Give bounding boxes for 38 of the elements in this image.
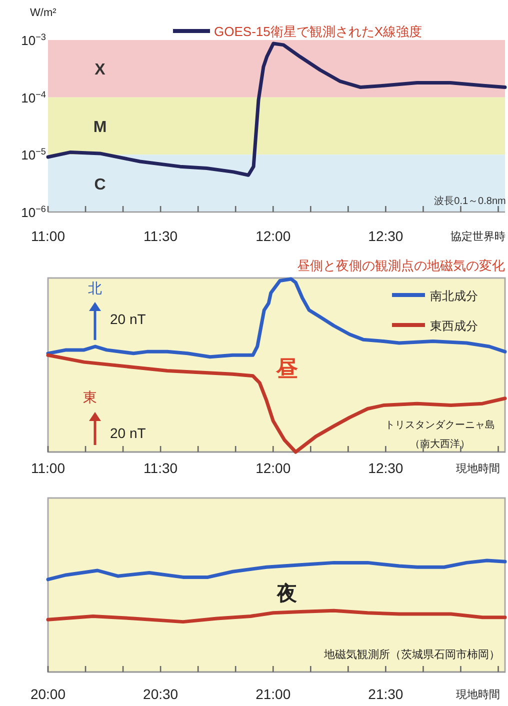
x-axis-title: 現地時間 [456, 462, 500, 475]
line-series [46, 42, 507, 177]
x-tick-label: 12:30 [368, 228, 404, 244]
annotation: 昼 [275, 356, 298, 381]
x-tick-label: 12:00 [256, 460, 291, 476]
legend-label: 南北成分 [430, 289, 478, 303]
band-label: X [94, 62, 106, 79]
x-tick-label: 11:00 [31, 460, 66, 476]
legend-label: 東西成分 [430, 319, 478, 333]
annotation: （南大西洋） [410, 438, 470, 450]
x-tick-label: 11:30 [144, 460, 178, 476]
x-tick-label: 12:00 [256, 228, 291, 244]
x-axis-title: 協定世界時 [450, 230, 506, 243]
annotation: 20 nT [110, 311, 146, 327]
y-tick-label: 10$^{−3}$ [21, 32, 46, 48]
x-tick-label: 21:00 [256, 686, 291, 702]
x-axis-title: 現地時間 [456, 688, 500, 701]
annotation: トリスタンダクーニャ島 [385, 419, 495, 431]
x-tick-label: 11:30 [144, 228, 178, 244]
annotation: 波長0.1～0.8nm [434, 195, 506, 207]
band-label: M [93, 119, 107, 136]
annotation: 20 nT [110, 425, 146, 441]
annotation: 北 [88, 280, 102, 296]
y-tick-label: 10$^{−4}$ [21, 89, 46, 106]
band-label: C [94, 176, 106, 194]
x-tick-label: 20:00 [30, 686, 66, 702]
y-tick-label: 10$^{−5}$ [21, 146, 46, 163]
x-tick-label: 12:30 [368, 460, 404, 476]
annotation: 夜 [276, 582, 297, 605]
chart-title: 昼側と夜側の観測点の地磁気の変化 [297, 258, 505, 273]
y-axis-title: W/m² [30, 7, 57, 19]
x-tick-label: 21:30 [368, 686, 404, 702]
annotation: 東 [83, 389, 97, 405]
y-tick-label: 10$^{−6}$ [21, 204, 46, 220]
x-tick-label: 11:00 [31, 228, 66, 244]
x-tick-label: 20:30 [143, 686, 178, 702]
legend-label: GOES-15衛星で観測されたX線強度 [214, 24, 422, 39]
annotation: 地磁気観測所（茨城県石岡市柿岡） [323, 648, 500, 661]
